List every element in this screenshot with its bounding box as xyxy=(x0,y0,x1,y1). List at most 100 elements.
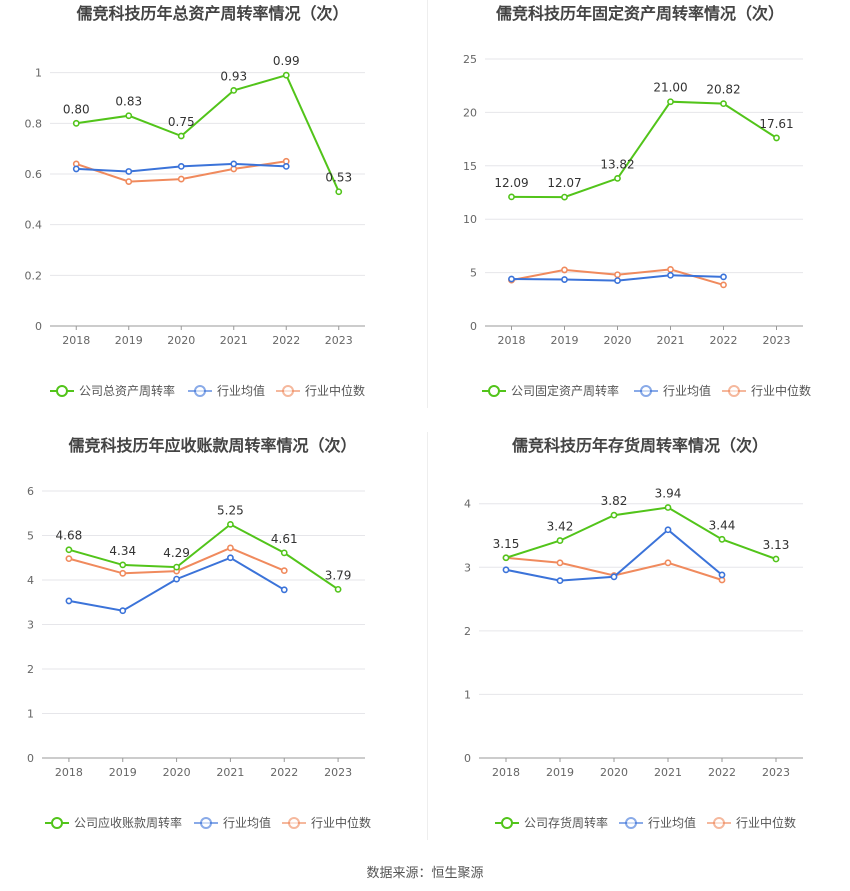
legend-label: 行业均值 xyxy=(663,383,711,398)
legend-item-median[interactable]: 行业中位数 xyxy=(722,383,811,398)
data-label: 0.80 xyxy=(63,102,90,116)
legend-marker-icon xyxy=(625,817,637,829)
data-point-avg xyxy=(125,168,133,175)
data-point-median xyxy=(720,281,727,289)
data-point-avg xyxy=(119,607,127,615)
data-label: 5.25 xyxy=(217,503,244,517)
data-point-median xyxy=(556,559,564,567)
data-label: 20.82 xyxy=(706,83,740,97)
data-label: 4.29 xyxy=(163,546,190,560)
data-point-company xyxy=(773,134,780,142)
series-line-company xyxy=(68,523,339,591)
data-point-company xyxy=(177,132,185,140)
data-point-company xyxy=(335,188,343,196)
x-tick-label: 2021 xyxy=(216,766,244,779)
data-point-median xyxy=(614,271,621,279)
x-tick-label: 2019 xyxy=(115,334,143,347)
y-tick-label: 25 xyxy=(463,53,477,66)
legend-item-company[interactable]: 公司应收账款周转率 xyxy=(45,815,182,830)
legend-item-company[interactable]: 公司存货周转率 xyxy=(495,815,608,830)
data-label: 4.68 xyxy=(56,529,83,543)
data-point-avg xyxy=(614,277,621,285)
data-label: 3.15 xyxy=(493,537,520,551)
data-label: 12.09 xyxy=(494,176,528,190)
y-tick-label: 0 xyxy=(470,320,477,333)
data-label: 13.82 xyxy=(600,157,634,171)
data-point-company xyxy=(667,98,674,106)
panel-divider-top xyxy=(427,0,428,408)
data-point-avg xyxy=(65,597,73,605)
data-point-avg xyxy=(177,162,185,170)
y-tick-label: 3 xyxy=(27,619,34,632)
y-tick-label: 15 xyxy=(463,160,477,173)
legend-item-avg[interactable]: 行业均值 xyxy=(634,383,711,398)
data-point-avg xyxy=(173,575,180,583)
data-label: 17.61 xyxy=(759,117,793,131)
data-point-avg xyxy=(227,554,234,562)
y-tick-label: 1 xyxy=(35,67,42,80)
legend-marker-icon xyxy=(288,817,300,829)
x-tick-label: 2022 xyxy=(272,334,300,347)
legend-marker-icon xyxy=(56,385,68,397)
x-tick-label: 2018 xyxy=(62,334,90,347)
data-label: 3.44 xyxy=(709,518,736,532)
legend-marker-icon xyxy=(51,817,63,829)
data-point-avg xyxy=(718,571,726,579)
data-point-median xyxy=(561,266,568,274)
y-tick-label: 5 xyxy=(470,267,477,280)
data-point-company xyxy=(502,554,510,562)
legend-item-company[interactable]: 公司固定资产周转率 xyxy=(482,383,619,398)
legend-label: 公司固定资产周转率 xyxy=(511,383,619,398)
legend-label: 公司应收账款周转率 xyxy=(74,815,182,830)
chart-inventory-turnover: 儒竞科技历年存货周转率情况（次） 0 1 2 3 4 2018 2019 2020 2021 202… xyxy=(430,432,850,852)
data-point-company xyxy=(227,520,234,528)
data-point-median xyxy=(119,569,127,577)
y-tick-label: 4 xyxy=(464,498,471,511)
legend-item-avg[interactable]: 行业均值 xyxy=(188,383,265,398)
y-tick-label: 0.2 xyxy=(25,269,43,282)
data-point-avg xyxy=(282,162,290,170)
data-point-company xyxy=(610,511,618,519)
data-point-avg xyxy=(230,160,238,168)
data-point-median xyxy=(125,178,133,185)
x-tick-label: 2020 xyxy=(167,334,195,347)
legend-item-median[interactable]: 行业中位数 xyxy=(707,815,796,830)
chart-svg: 儒竞科技历年应收账款周转率情况（次） 0 1 2 3 4 5 6 2018 2019 2020 202… xyxy=(27,436,371,830)
legend-label: 行业均值 xyxy=(648,815,696,830)
legend-item-avg[interactable]: 行业均值 xyxy=(619,815,696,830)
x-tick-label: 2018 xyxy=(55,766,83,779)
series-line-company xyxy=(511,100,778,199)
y-tick-label: 2 xyxy=(27,663,34,676)
x-tick-label: 2022 xyxy=(270,766,298,779)
y-tick-label: 10 xyxy=(463,213,477,226)
data-point-company xyxy=(230,87,238,94)
y-tick-label: 0 xyxy=(464,752,471,765)
data-point-avg xyxy=(664,526,672,534)
legend-item-median[interactable]: 行业中位数 xyxy=(276,383,365,398)
chart-svg: 儒竞科技历年存货周转率情况（次） 0 1 2 3 4 2018 2019 2020 2021 202… xyxy=(464,436,803,830)
panel-divider-bottom xyxy=(427,432,428,840)
chart-title: 儒竞科技历年总资产周转率情况（次） xyxy=(76,4,348,23)
x-tick-label: 2023 xyxy=(762,766,790,779)
x-tick-label: 2021 xyxy=(657,334,685,347)
chart-svg: 儒竞科技历年固定资产周转率情况（次） 0 5 10 15 20 25 2018 2019 2020… xyxy=(463,4,811,398)
legend-item-avg[interactable]: 行业均值 xyxy=(194,815,271,830)
data-point-company xyxy=(282,71,290,79)
data-point-company xyxy=(280,549,288,557)
legend-item-company[interactable]: 公司总资产周转率 xyxy=(50,383,175,398)
x-tick-label: 2018 xyxy=(492,766,520,779)
legend-marker-icon xyxy=(282,385,294,397)
legend-item-median[interactable]: 行业中位数 xyxy=(282,815,371,830)
x-tick-label: 2023 xyxy=(763,334,791,347)
chart-fixed-asset-turnover: 儒竞科技历年固定资产周转率情况（次） 0 5 10 15 20 25 2018 2019 2020… xyxy=(430,0,850,420)
x-tick-label: 2021 xyxy=(654,766,682,779)
data-point-company xyxy=(561,193,568,201)
data-point-avg xyxy=(280,586,288,594)
data-point-median xyxy=(227,544,234,552)
data-point-company xyxy=(720,100,727,108)
data-point-company xyxy=(334,585,342,593)
data-point-company xyxy=(72,119,80,127)
data-point-avg xyxy=(561,276,568,283)
data-point-median xyxy=(280,567,288,575)
y-tick-label: 5 xyxy=(27,530,34,543)
